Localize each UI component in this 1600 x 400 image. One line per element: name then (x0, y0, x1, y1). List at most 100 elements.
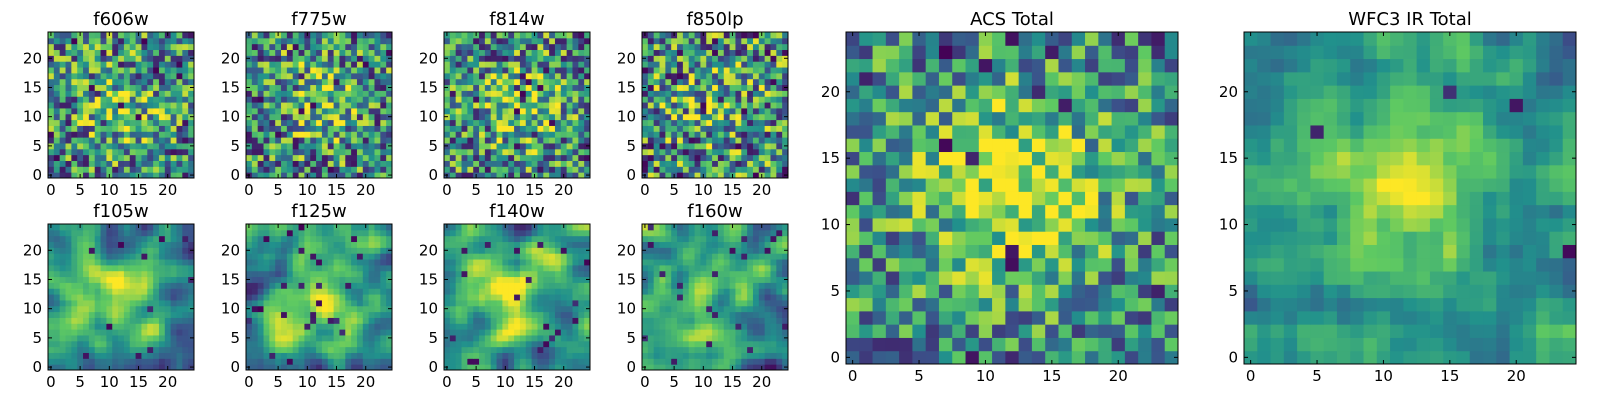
heatmap-cell (647, 32, 655, 39)
heatmap-cell (444, 235, 451, 243)
heatmap-cell (543, 49, 550, 56)
heatmap-cell (164, 346, 172, 353)
heatmap-cell (112, 259, 119, 266)
heatmap-cell (356, 311, 364, 318)
heatmap-cell (508, 90, 515, 97)
heatmap-cell (490, 229, 498, 237)
heatmap-cell (147, 352, 154, 359)
heatmap-cell (286, 224, 294, 231)
heatmap-cell (537, 37, 544, 45)
heatmap-cell (490, 96, 498, 103)
heatmap-cell (327, 294, 335, 301)
heatmap-cell (764, 55, 771, 62)
heatmap-cell (48, 107, 55, 115)
heatmap-cell (688, 329, 696, 336)
heatmap-cell (374, 276, 381, 283)
heatmap-cell (321, 364, 329, 371)
heatmap-cell (682, 358, 690, 365)
heatmap-cell (782, 49, 789, 56)
heatmap-cell (351, 90, 358, 97)
heatmap-cell (642, 131, 649, 138)
heatmap-cell (304, 317, 311, 324)
heatmap-cell (100, 113, 107, 121)
heatmap-cell (584, 358, 591, 365)
heatmap-cell (764, 90, 771, 97)
heatmap-cell (723, 102, 731, 109)
heatmap-cell (316, 311, 323, 318)
heatmap-cell (386, 148, 393, 156)
heatmap-cell (700, 61, 707, 68)
heatmap-cell (112, 346, 119, 353)
heatmap-cell (246, 78, 253, 86)
heatmap-cell (170, 352, 177, 359)
heatmap-cell (65, 78, 72, 86)
heatmap-cell (374, 259, 381, 266)
heatmap-cell (304, 358, 311, 365)
heatmap-cell (653, 311, 661, 318)
heatmap-cell (572, 270, 579, 278)
heatmap-cell (455, 323, 463, 330)
heatmap-cell (560, 311, 568, 318)
heatmap-cell (153, 270, 160, 278)
heatmap-cell (251, 119, 259, 126)
heatmap-cell (467, 160, 474, 167)
heatmap-cell (659, 78, 666, 86)
heatmap-cell (461, 259, 468, 266)
heatmap-cell (531, 235, 538, 243)
heatmap-cell (123, 264, 131, 272)
heatmap-cell (508, 78, 515, 86)
heatmap-cell (94, 334, 102, 342)
heatmap-cell (164, 67, 172, 74)
heatmap-cell (176, 294, 183, 301)
heatmap-cell (356, 49, 364, 56)
heatmap-cell (659, 294, 666, 301)
heatmap-cell (549, 340, 556, 348)
heatmap-cell (327, 61, 335, 68)
heatmap-cell (182, 102, 189, 109)
heatmap-cell (263, 288, 270, 295)
heatmap-cell (275, 299, 282, 307)
heatmap-cell (182, 270, 189, 278)
heatmap-cell (764, 107, 771, 115)
heatmap-cell (723, 172, 731, 179)
heatmap-cell (537, 113, 544, 121)
heatmap-cell (508, 323, 515, 330)
heatmap-cell (549, 346, 556, 353)
heatmap-cell (729, 84, 736, 91)
heatmap-cell (490, 247, 498, 254)
heatmap-cell (572, 43, 579, 51)
heatmap-cell (380, 340, 387, 348)
heatmap-cell (374, 329, 381, 336)
heatmap-cell (147, 346, 154, 353)
heatmap-cell (519, 340, 527, 348)
heatmap-cell (351, 334, 358, 342)
heatmap-cell (502, 288, 509, 295)
heatmap-cell (71, 113, 78, 121)
heatmap-cell (560, 55, 568, 62)
heatmap-cell (449, 264, 457, 272)
heatmap-cell (677, 364, 684, 371)
heatmap-cell (578, 131, 585, 138)
heatmap-cell (251, 259, 259, 266)
heatmap-cell (123, 247, 131, 254)
heatmap-cell (572, 358, 579, 365)
heatmap-cell (257, 131, 265, 138)
heatmap-cell (158, 37, 166, 45)
heatmap-cell (292, 282, 300, 289)
heatmap-cell (356, 67, 364, 74)
heatmap-cell (525, 346, 533, 353)
y-tick-label: 5 (626, 137, 636, 155)
heatmap-cell (286, 311, 294, 318)
heatmap-cell (164, 299, 172, 307)
heatmap-cell (316, 340, 323, 348)
heatmap-cell (647, 166, 655, 173)
heatmap-cell (770, 323, 777, 330)
heatmap-cell (112, 113, 119, 121)
heatmap-cell (461, 49, 468, 56)
heatmap-cell (758, 282, 766, 289)
heatmap-cell (682, 67, 690, 74)
heatmap-cell (729, 334, 736, 342)
heatmap-cell (141, 323, 148, 330)
heatmap-cell (298, 125, 305, 132)
heatmap-cell (100, 276, 107, 283)
